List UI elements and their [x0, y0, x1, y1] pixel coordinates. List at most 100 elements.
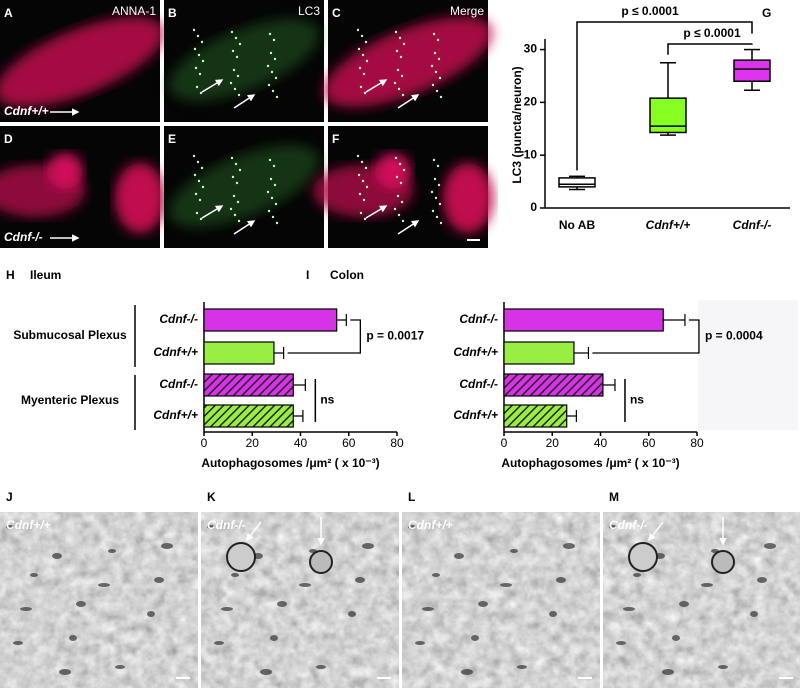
stain [168, 19, 320, 101]
error-bar [293, 410, 304, 422]
puncta [437, 183, 441, 187]
puncta [229, 207, 233, 211]
puncta [398, 36, 402, 40]
puncta [234, 36, 238, 40]
group-label: Submucosal Plexus [13, 328, 127, 342]
organelle [69, 635, 77, 641]
box [649, 97, 687, 134]
puncta [238, 42, 242, 46]
x-tick-label: 60 [342, 436, 356, 450]
x-tick-label: 40 [294, 436, 308, 450]
error-bar [566, 410, 577, 422]
x-tick-label: 20 [546, 436, 560, 450]
puncta [232, 194, 236, 198]
p-value: p ≤ 0.0001 [683, 26, 741, 40]
puncta [195, 85, 199, 89]
organelle [115, 665, 125, 669]
puncta [360, 34, 364, 38]
puncta [274, 202, 278, 206]
puncta [363, 91, 367, 95]
x-tick-label: 0 [201, 436, 208, 450]
x-axis-label: Autophagosomes /μm² ( x 10⁻³) [201, 456, 379, 470]
puncta [194, 192, 198, 196]
arrow [201, 79, 224, 93]
neuron [0, 17, 165, 107]
puncta [400, 200, 404, 204]
organelle [609, 525, 617, 529]
puncta [269, 51, 273, 55]
lc3 [168, 145, 320, 227]
organelle [679, 601, 689, 607]
puncta [360, 160, 364, 164]
organelle [471, 635, 479, 641]
error-bar [602, 379, 616, 391]
error-bar [573, 347, 590, 359]
puncta [236, 74, 240, 78]
puncta [397, 213, 401, 217]
bar [503, 341, 575, 365]
organelle [316, 665, 326, 669]
puncta [271, 215, 275, 219]
panel-letter: M [609, 490, 619, 504]
puncta [432, 32, 436, 36]
arrow [648, 521, 664, 542]
puncta [361, 179, 365, 183]
organelle [13, 641, 23, 645]
panel-letter: A [4, 6, 13, 20]
genotype-label: Cdnf+/+ [6, 518, 51, 532]
puncta [393, 207, 397, 211]
puncta [430, 64, 434, 68]
puncta [438, 76, 442, 80]
genotype-label: Cdnf-/- [609, 518, 648, 532]
x-axis-label: Autophagosomes /μm² ( x 10⁻³) [501, 456, 679, 470]
panel-label: Merge [450, 4, 484, 18]
x-tick-label: 40 [594, 436, 608, 450]
neuron [443, 163, 493, 233]
puncta [438, 202, 442, 206]
y-tick-label: 0 [530, 200, 537, 214]
puncta [362, 198, 366, 202]
micrograph [201, 512, 399, 688]
puncta [233, 213, 237, 217]
puncta [433, 177, 437, 181]
arrow [365, 79, 388, 93]
neuron [115, 163, 165, 233]
micrograph [603, 512, 800, 688]
organelle [701, 583, 713, 587]
y-tick-label: 10 [524, 147, 538, 161]
organelle [478, 601, 488, 607]
puncta [358, 66, 362, 70]
puncta [201, 59, 205, 63]
organelle [422, 607, 434, 611]
neuron [47, 153, 83, 189]
puncta [365, 59, 369, 63]
puncta [271, 89, 275, 93]
organelle [260, 669, 272, 675]
puncta [361, 53, 365, 57]
puncta [431, 83, 435, 87]
panel-letter: D [4, 132, 13, 146]
ns-label: ns [630, 393, 644, 407]
y-tick-label: Cdnf-/- [159, 312, 198, 326]
organelle [672, 635, 680, 641]
puncta [268, 32, 272, 36]
autophagosome [309, 550, 333, 574]
panel-letter: L [408, 490, 415, 504]
arrow [201, 205, 224, 219]
panel-letter: K [207, 490, 216, 504]
puncta [235, 55, 239, 59]
organelle [362, 543, 374, 549]
organelle [764, 543, 776, 549]
puncta [359, 85, 363, 89]
puncta [432, 158, 436, 162]
puncta [235, 181, 239, 185]
puncta [269, 177, 273, 181]
puncta [400, 74, 404, 78]
panel-letter: E [168, 132, 176, 146]
bar [203, 341, 275, 365]
puncta [238, 168, 242, 172]
puncta [436, 38, 440, 42]
organelle [757, 577, 767, 583]
organelle [299, 583, 311, 587]
